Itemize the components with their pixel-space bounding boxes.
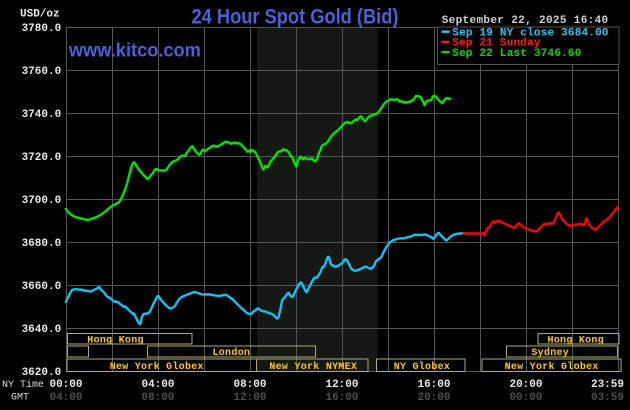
svg-text:3660.0: 3660.0 [22, 281, 62, 293]
svg-text:London: London [213, 347, 251, 359]
svg-text:3700.0: 3700.0 [22, 195, 62, 207]
svg-text:USD/oz: USD/oz [20, 9, 60, 21]
svg-text:08:00: 08:00 [233, 379, 266, 391]
svg-text:3780.0: 3780.0 [22, 23, 62, 35]
svg-text:NY Globex: NY Globex [394, 361, 450, 373]
svg-text:New York Globex: New York Globex [505, 361, 599, 373]
svg-text:12:00: 12:00 [233, 392, 266, 404]
svg-text:04:00: 04:00 [49, 392, 82, 404]
svg-text:3740.0: 3740.0 [22, 109, 62, 121]
svg-text:Hong Kong: Hong Kong [548, 336, 604, 347]
svg-text:Sydney: Sydney [531, 347, 569, 359]
svg-text:NY Time: NY Time [2, 379, 44, 391]
svg-text:3620.0: 3620.0 [22, 367, 62, 379]
svg-text:16:00: 16:00 [325, 392, 358, 404]
svg-text:20:00: 20:00 [417, 392, 450, 404]
svg-text:3680.0: 3680.0 [22, 238, 62, 250]
svg-text:16:00: 16:00 [417, 379, 450, 391]
svg-text:Sep 21 Sunday: Sep 21 Sunday [452, 38, 541, 50]
svg-text:08:00: 08:00 [141, 392, 174, 404]
svg-text:GMT: GMT [11, 393, 29, 404]
svg-text:3640.0: 3640.0 [22, 324, 62, 336]
svg-text:04:00: 04:00 [141, 379, 174, 391]
svg-text:3720.0: 3720.0 [22, 152, 62, 164]
svg-text:3760.0: 3760.0 [22, 66, 62, 78]
svg-text:23:59: 23:59 [591, 379, 624, 391]
svg-text:New York NYMEX: New York NYMEX [269, 361, 357, 373]
svg-text:00:00: 00:00 [49, 379, 82, 391]
svg-text:Sep 22 Last 3746.60: Sep 22 Last 3746.60 [452, 48, 581, 60]
svg-text:www.kitco.com: www.kitco.com [68, 41, 201, 62]
svg-text:12:00: 12:00 [325, 379, 358, 391]
svg-text:24 Hour Spot Gold (Bid): 24 Hour Spot Gold (Bid) [192, 6, 399, 29]
svg-text:September 22, 2025 16:40: September 22, 2025 16:40 [442, 15, 609, 27]
svg-text:00:00: 00:00 [509, 392, 542, 404]
svg-text:03:59: 03:59 [591, 392, 624, 404]
svg-text:20:00: 20:00 [509, 379, 542, 391]
svg-text:New York Globex: New York Globex [110, 361, 204, 373]
svg-text:Sep 19 NY close 3684.00: Sep 19 NY close 3684.00 [452, 28, 608, 40]
svg-text:Hong Kong: Hong Kong [87, 336, 143, 347]
